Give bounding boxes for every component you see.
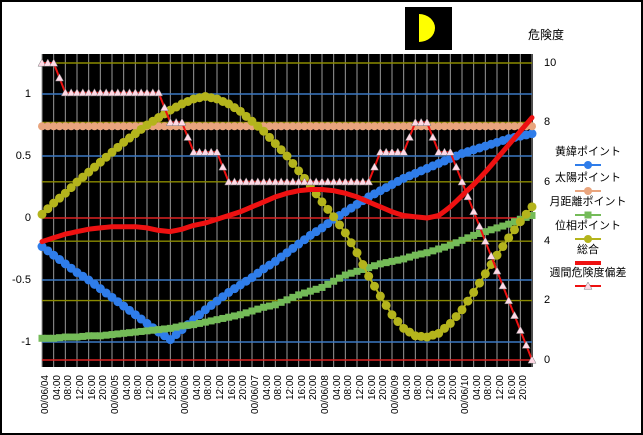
y-tick-label: 6 — [544, 176, 551, 188]
x-tick-label: 16:00 — [436, 375, 448, 401]
y-tick-label: -0.5 — [12, 274, 31, 286]
x-tick-label: 04:00 — [51, 375, 63, 401]
moon-phase-icon — [405, 7, 452, 50]
x-tick-label: 16:00 — [156, 375, 168, 401]
legend-marker-phase — [575, 235, 601, 243]
x-tick-label: 00/06/04 — [40, 375, 51, 414]
legend-item-ecliptic-latitude: 黄緯ポイント — [533, 146, 641, 170]
x-tick-label: 00/06/09 — [390, 375, 401, 414]
x-tick-label: 08:00 — [343, 375, 355, 401]
legend-label: 太陽ポイント — [555, 172, 621, 184]
x-tick-label: 00/06/07 — [250, 375, 261, 414]
legend-item-phase: 位相ポイント — [533, 220, 641, 244]
legend-label: 総合 — [577, 244, 599, 256]
x-tick-label: 20:00 — [308, 375, 320, 401]
legend-marker-sun — [575, 187, 601, 195]
x-tick-label: 20:00 — [448, 375, 460, 401]
x-tick-label: 04:00 — [121, 375, 133, 401]
first-quarter-moon-icon — [419, 14, 435, 42]
legend-marker-total — [575, 261, 601, 265]
series-phase — [37, 91, 537, 342]
legend-item-weekly-risk-deviation: 週間危険度偏差 — [533, 267, 641, 291]
x-tick-label: 20:00 — [378, 375, 390, 401]
x-tick-label: 16:00 — [226, 375, 238, 401]
x-tick-label: 16:00 — [366, 375, 378, 401]
x-tick-label: 12:00 — [425, 375, 436, 401]
x-tick-label: 04:00 — [261, 375, 273, 401]
x-tick-label: 16:00 — [86, 375, 98, 401]
right-axis-title: 危険度 — [528, 28, 565, 42]
legend-label: 黄緯ポイント — [555, 146, 621, 158]
x-tick-label: 08:00 — [273, 375, 285, 401]
x-tick-label: 12:00 — [75, 375, 86, 401]
y-tick-label: -1 — [21, 336, 31, 348]
y-tick-label: 8 — [544, 116, 551, 128]
y-tick-label: 0.5 — [15, 150, 31, 162]
x-tick-label: 12:00 — [145, 375, 156, 401]
legend-item-sun: 太陽ポイント — [533, 172, 641, 196]
x-tick-label: 16:00 — [506, 375, 518, 401]
x-tick-label: 12:00 — [285, 375, 296, 401]
legend-marker-weekly-risk-deviation — [575, 281, 601, 290]
legend-marker-ecliptic-latitude — [575, 161, 601, 169]
x-tick-label: 12:00 — [495, 375, 506, 401]
legend-label: 位相ポイント — [555, 220, 621, 232]
x-tick-label: 04:00 — [331, 375, 343, 401]
x-tick-label: 20:00 — [168, 375, 180, 401]
x-tick-label: 04:00 — [191, 375, 203, 401]
legend-item-total: 総合 — [533, 244, 641, 268]
x-tick-label: 00/06/08 — [320, 375, 331, 414]
x-tick-label: 08:00 — [413, 375, 425, 401]
x-tick-label: 04:00 — [471, 375, 483, 401]
y-tick-label: 0 — [544, 354, 551, 366]
x-tick-label: 20:00 — [98, 375, 110, 401]
x-tick-label: 00/06/10 — [460, 375, 471, 414]
y-tick-label: 1 — [24, 88, 31, 100]
x-tick-label: 20:00 — [238, 375, 250, 401]
series-total — [39, 115, 535, 245]
y-tick-label: 2 — [544, 294, 551, 306]
x-tick-label: 20:00 — [518, 375, 530, 401]
x-tick-label: 08:00 — [483, 375, 495, 401]
legend-marker-moon-distance — [575, 211, 601, 219]
x-tick-label: 08:00 — [203, 375, 215, 401]
x-tick-label: 08:00 — [133, 375, 145, 401]
y-tick-label: 10 — [544, 57, 557, 69]
x-tick-label: 08:00 — [63, 375, 75, 401]
x-tick-label: 04:00 — [401, 375, 413, 401]
x-tick-label: 00/06/06 — [180, 375, 191, 414]
x-tick-label: 12:00 — [355, 375, 366, 401]
x-tick-label: 12:00 — [215, 375, 226, 401]
y-tick-label: 4 — [544, 235, 551, 247]
legend-label: 月距離ポイント — [549, 196, 627, 208]
legend-label: 週間危険度偏差 — [549, 267, 627, 279]
series-weekly-risk-deviation — [37, 58, 537, 364]
y-tick-label: 0 — [24, 212, 31, 224]
series-moon-distance — [38, 212, 536, 342]
series-sun — [38, 122, 536, 131]
x-tick-label: 16:00 — [296, 375, 308, 401]
x-tick-label: 00/06/05 — [110, 375, 121, 414]
legend-item-moon-distance: 月距離ポイント — [533, 196, 641, 220]
